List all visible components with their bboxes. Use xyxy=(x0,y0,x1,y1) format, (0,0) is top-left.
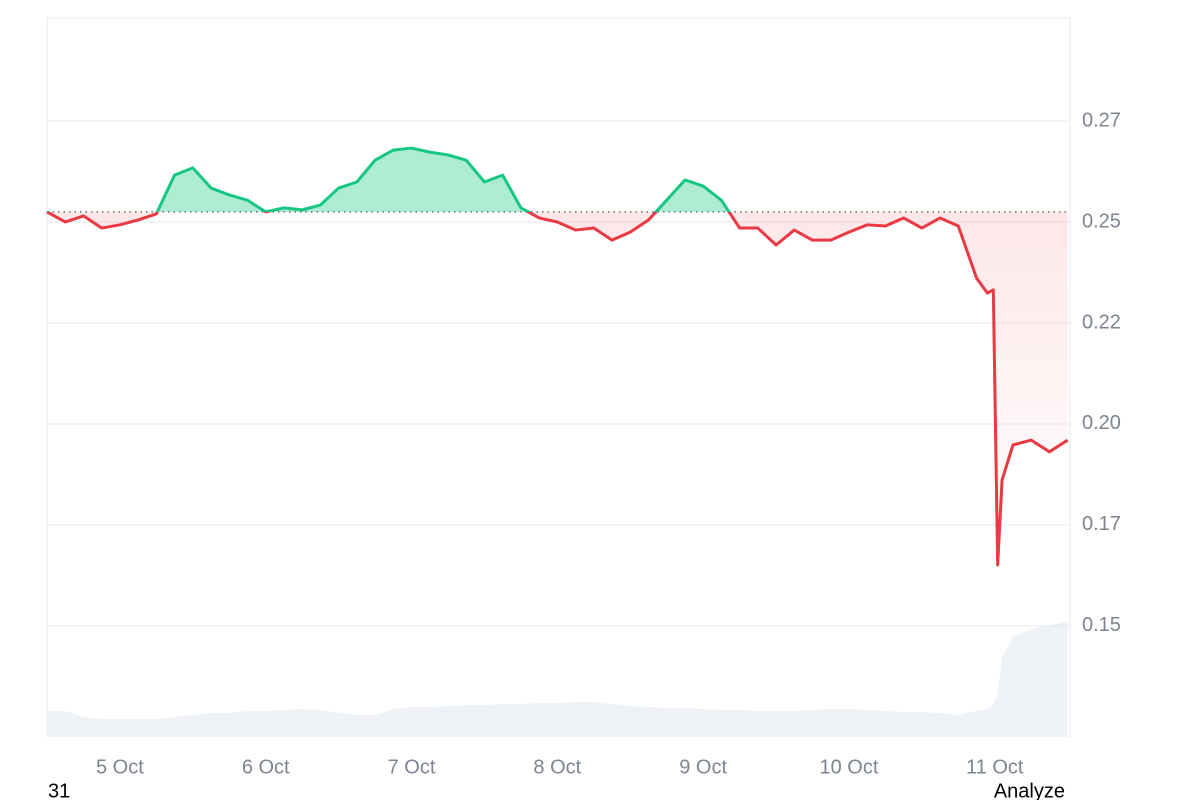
x-tick-label: 6 Oct xyxy=(242,756,290,778)
x-tick-label: 10 Oct xyxy=(819,756,878,778)
y-tick-label: 0.15 xyxy=(1082,614,1121,636)
y-tick-label: 0.25 xyxy=(1082,210,1121,232)
price-line xyxy=(46,146,1069,567)
x-tick-label: 8 Oct xyxy=(533,756,581,778)
x-tick-label: 9 Oct xyxy=(679,756,727,778)
price-area xyxy=(47,148,1068,565)
y-tick-label: 0.20 xyxy=(1082,412,1121,434)
x-tick-label: 11 Oct xyxy=(966,756,1024,778)
y-tick-label: 0.22 xyxy=(1082,311,1121,333)
footer-right: Analyze xyxy=(994,780,1065,800)
x-tick-label: 7 Oct xyxy=(388,756,436,778)
x-tick-label: 5 Oct xyxy=(96,756,144,778)
volume-area xyxy=(47,621,1068,737)
footer-left: 31 xyxy=(48,780,70,800)
y-tick-label: 0.17 xyxy=(1082,513,1121,535)
y-tick-label: 0.27 xyxy=(1082,109,1121,131)
